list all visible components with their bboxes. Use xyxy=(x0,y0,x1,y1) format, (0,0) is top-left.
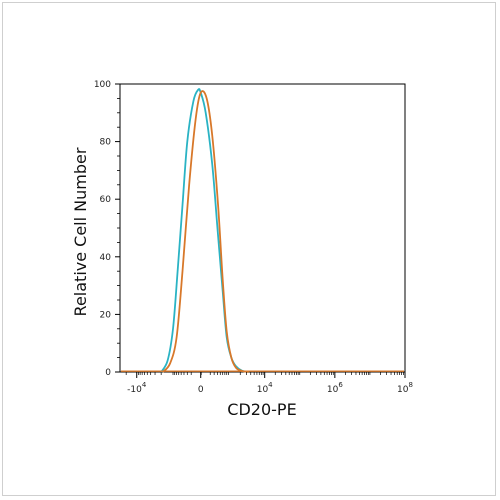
histogram-series-2 xyxy=(162,90,249,373)
x-tick-label: 104 xyxy=(257,381,273,395)
y-tick-label: 0 xyxy=(105,368,111,378)
x-tick-label: -104 xyxy=(127,381,147,395)
plot-area: 0 20 40 60 80 100 -104 0 104 106 108 xyxy=(94,80,413,395)
y-tick-label: 60 xyxy=(100,195,112,205)
y-tick-label: 40 xyxy=(100,253,112,263)
histogram-series-1 xyxy=(160,88,249,373)
y-tick-label: 80 xyxy=(100,138,112,148)
plot-frame xyxy=(119,83,406,373)
y-axis-title: Relative Cell Number xyxy=(71,147,90,316)
x-tick-label: 0 xyxy=(198,385,204,395)
x-tick-label: 106 xyxy=(327,381,343,395)
x-tick-label: 108 xyxy=(397,381,413,395)
series-group xyxy=(121,88,404,373)
x-axis-title: CD20-PE xyxy=(227,400,296,419)
x-axis: -104 0 104 106 108 xyxy=(125,372,413,395)
y-axis: 0 20 40 60 80 100 xyxy=(94,80,120,378)
y-tick-label: 20 xyxy=(100,310,112,320)
y-tick-label: 100 xyxy=(94,80,111,90)
